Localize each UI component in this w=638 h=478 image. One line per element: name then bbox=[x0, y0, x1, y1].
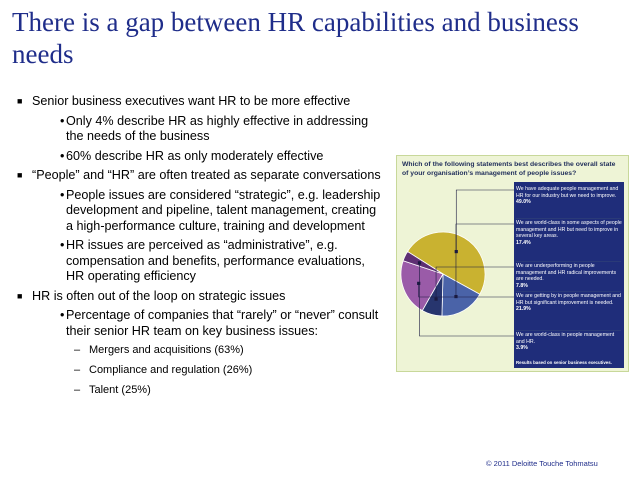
bullet-marker: • bbox=[60, 148, 65, 163]
legend-value: 3.9% bbox=[516, 345, 528, 352]
legend-value: 17.4% bbox=[516, 239, 531, 246]
legend-label: We are world-class in people management … bbox=[516, 332, 615, 345]
bullet-marker: – bbox=[74, 384, 81, 396]
slice-marker bbox=[417, 281, 421, 285]
pie-slice bbox=[402, 250, 444, 275]
pie-slice bbox=[400, 260, 444, 312]
legend-value: 21.9% bbox=[516, 306, 531, 313]
pie-slices bbox=[400, 231, 486, 317]
bullet-level-1: ■ “People” and “HR” are often treated as … bbox=[16, 168, 386, 184]
bullet-text: “People” and “HR” are often treated as s… bbox=[32, 168, 381, 182]
legend-value: 7.8% bbox=[516, 282, 528, 289]
slide-title: There is a gap between HR capabilities a… bbox=[12, 7, 579, 69]
survey-chart-panel: Which of the following statements best d… bbox=[396, 155, 629, 372]
bullet-marker: – bbox=[74, 344, 81, 356]
bullet-level-2: • Only 4% describe HR as highly effective… bbox=[16, 114, 386, 145]
bullet-level-3: – Mergers and acquisitions (63%) bbox=[16, 343, 386, 357]
legend-label: We have adequate people management and H… bbox=[516, 186, 619, 199]
bullet-marker: • bbox=[60, 238, 65, 252]
chart-footnote: Results based on senior business executi… bbox=[516, 360, 612, 365]
legend-value: 49.0% bbox=[516, 199, 531, 206]
bullet-text: Compliance and regulation (26%) bbox=[89, 364, 253, 376]
leader-line bbox=[418, 283, 514, 298]
bullet-marker: • bbox=[60, 308, 65, 322]
pie-slice bbox=[441, 273, 481, 317]
bullet-text: Only 4% describe HR as highly effective … bbox=[66, 113, 369, 144]
leader-lines bbox=[418, 189, 514, 337]
bullet-level-3: – Talent (25%) bbox=[16, 383, 386, 397]
legend-divider bbox=[516, 330, 621, 331]
bullet-list: ■ Senior business executives want HR to b… bbox=[16, 94, 386, 403]
legend-item: We are underperforming in people managem… bbox=[516, 263, 624, 289]
bullet-text: HR issues are perceived as “administrati… bbox=[66, 238, 365, 283]
bullet-marker: ■ bbox=[17, 96, 23, 106]
legend-divider bbox=[516, 261, 621, 262]
bullet-text: Senior business executives want HR to be… bbox=[32, 94, 351, 108]
legend-item: We are world-class in some aspects of pe… bbox=[516, 220, 624, 246]
leader-line bbox=[455, 223, 514, 297]
slice-marker bbox=[417, 261, 422, 265]
bullet-marker: • bbox=[60, 187, 65, 202]
pie-slice bbox=[406, 231, 486, 295]
bullet-text: HR is often out of the loop on strategic… bbox=[32, 288, 286, 303]
bullet-marker: ■ bbox=[17, 170, 23, 180]
bullet-marker: • bbox=[60, 113, 65, 128]
bullet-text: Talent (25%) bbox=[89, 384, 151, 396]
bullet-level-2: • 60% describe HR as only moderately effe… bbox=[16, 149, 386, 165]
bullet-marker: ■ bbox=[17, 290, 23, 301]
legend-item: We are world-class in people management … bbox=[516, 332, 624, 352]
legend-divider bbox=[516, 218, 621, 219]
copyright-footer: © 2011 Deloitte Touche Tohmatsu bbox=[486, 459, 598, 468]
legend-label: We are getting by in people management a… bbox=[516, 293, 621, 306]
bullet-level-3: – Compliance and regulation (26%) bbox=[16, 363, 386, 377]
legend-label: We are world-class in some aspects of pe… bbox=[516, 220, 622, 240]
legend-label: We are underperforming in people managem… bbox=[516, 263, 617, 283]
bullet-level-2: • HR issues are perceived as “administrat… bbox=[16, 238, 386, 285]
bullet-text: Mergers and acquisitions (63%) bbox=[89, 344, 244, 356]
legend-item: We are getting by in people management a… bbox=[516, 293, 624, 313]
leader-line bbox=[419, 262, 514, 337]
bullet-text: 60% describe HR as only moderately effec… bbox=[66, 148, 324, 163]
legend-item: We have adequate people management and H… bbox=[516, 186, 624, 206]
bullet-marker: – bbox=[74, 364, 81, 376]
pie-chart bbox=[400, 182, 624, 368]
leader-line bbox=[435, 266, 514, 300]
bullet-text: People issues are considered “strategic”… bbox=[66, 187, 381, 233]
legend-divider bbox=[516, 291, 621, 292]
bullet-level-2: • People issues are considered “strategic… bbox=[16, 188, 386, 235]
bullet-level-2: • Percentage of companies that “rarely” o… bbox=[16, 308, 386, 339]
bullet-text: Percentage of companies that “rarely” or… bbox=[66, 308, 379, 338]
chart-question: Which of the following statements best d… bbox=[402, 161, 616, 177]
bullet-level-1: ■ Senior business executives want HR to b… bbox=[16, 94, 386, 110]
legend-background bbox=[514, 182, 624, 368]
bullet-level-1: ■ HR is often out of the loop on strategi… bbox=[16, 289, 386, 305]
